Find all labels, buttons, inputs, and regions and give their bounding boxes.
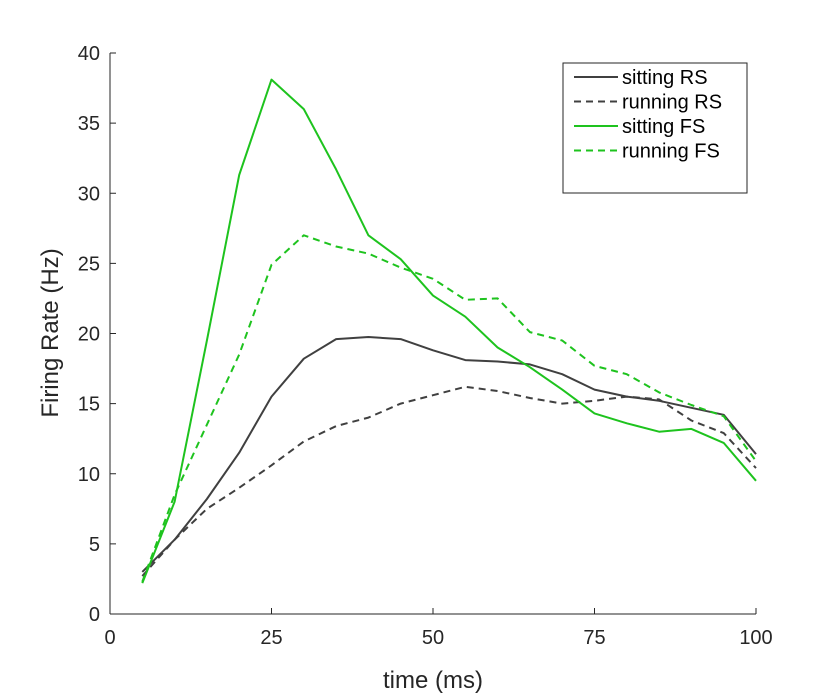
series-lines [141, 78, 757, 584]
series-line-running-rs [141, 385, 757, 577]
legend-label-running-fs: running FS [622, 141, 720, 163]
y-axis-title: Firing Rate (Hz) [37, 248, 64, 417]
y-tick-label: 25 [78, 253, 100, 275]
y-tick-label: 5 [89, 534, 100, 556]
legend-label-running-rs: running RS [622, 92, 722, 114]
series-line-sitting-fs [141, 78, 757, 584]
series-line-running-fs [141, 234, 757, 583]
y-tick-label: 15 [78, 394, 100, 416]
series-line-sitting-rs [141, 336, 757, 573]
y-tick-label: 0 [89, 604, 100, 626]
x-tick-label: 25 [260, 627, 282, 649]
y-ticks: 0 5 10 15 20 25 30 35 40 [78, 43, 116, 626]
legend-box [562, 62, 748, 194]
y-tick-label: 30 [78, 183, 100, 205]
x-tick-label: 75 [583, 627, 605, 649]
x-tick-label: 0 [104, 627, 115, 649]
legend-label-sitting-fs: sitting FS [622, 116, 705, 138]
x-tick-label: 100 [739, 627, 772, 649]
legend-label-sitting-rs: sitting RS [622, 67, 708, 89]
y-tick-label: 20 [78, 324, 100, 346]
y-tick-label: 10 [78, 464, 100, 486]
x-ticks: 0 25 50 75 100 [104, 608, 773, 649]
x-axis-title: time (ms) [383, 667, 483, 694]
plot-area: 0 25 50 75 100 0 5 10 15 20 25 30 35 40 [78, 43, 773, 649]
y-tick-label: 35 [78, 113, 100, 135]
x-tick-label: 50 [422, 627, 444, 649]
y-tick-label: 40 [78, 43, 100, 65]
